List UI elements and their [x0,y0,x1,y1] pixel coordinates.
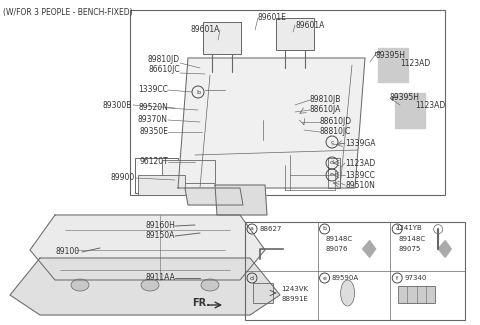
Bar [276,18,314,50]
Text: 89601A: 89601A [191,25,220,34]
Text: 89076: 89076 [325,246,348,252]
Text: 89160H: 89160H [145,220,175,229]
Text: c: c [330,139,334,145]
Polygon shape [185,188,243,205]
Text: 89150A: 89150A [145,230,175,240]
Ellipse shape [341,280,355,306]
Text: 97340: 97340 [404,275,427,281]
Text: c: c [396,227,399,231]
Bar [395,93,425,128]
Bar [162,160,215,183]
Text: 89601A: 89601A [295,20,324,30]
Text: FR.: FR. [192,298,210,308]
Bar [203,22,241,54]
Polygon shape [395,93,425,128]
Polygon shape [438,240,451,257]
Text: d: d [330,161,334,165]
Bar [138,175,185,195]
Text: 89810JD: 89810JD [148,56,180,64]
Text: 1123AD: 1123AD [345,159,375,167]
Text: 1123AD: 1123AD [415,101,445,111]
Text: 89350E: 89350E [139,127,168,136]
Text: b: b [323,227,326,231]
Text: 1123AD: 1123AD [400,58,430,68]
Text: 89395H: 89395H [375,50,405,59]
Ellipse shape [71,279,89,291]
Text: 89520N: 89520N [138,103,168,112]
Polygon shape [362,240,376,257]
Text: 89148C: 89148C [398,236,425,242]
Text: 89395H: 89395H [390,94,420,102]
Polygon shape [215,185,267,215]
Text: 89100: 89100 [56,248,80,256]
Text: 1339CC: 1339CC [138,85,168,95]
Text: 89900: 89900 [111,174,135,183]
Bar [378,48,408,82]
Polygon shape [10,258,280,315]
Text: a: a [250,227,254,231]
Ellipse shape [141,279,159,291]
Text: 86610JC: 86610JC [148,66,180,74]
Text: 89075: 89075 [398,246,420,252]
Text: 89590A: 89590A [332,275,359,281]
Text: 88610JA: 88610JA [310,106,341,114]
Bar [135,158,178,193]
Text: 8911AA: 8911AA [145,274,175,282]
Text: e: e [323,276,326,280]
Text: 88810JC: 88810JC [320,127,351,136]
Polygon shape [378,48,408,82]
Text: 96120T: 96120T [139,158,168,166]
Text: 1339CC: 1339CC [345,171,375,179]
Text: 88610JD: 88610JD [320,118,352,126]
Bar [130,10,445,195]
Text: 89810JB: 89810JB [310,96,341,105]
Polygon shape [30,215,265,280]
Text: 88991E: 88991E [281,296,308,302]
Bar [253,283,273,303]
Text: 89601E: 89601E [258,14,287,22]
Bar [245,222,465,320]
Text: 1339GA: 1339GA [345,138,375,148]
Text: 1243VK: 1243VK [281,286,308,292]
Polygon shape [178,58,365,188]
Text: (W/FOR 3 PEOPLE - BENCH-FIXED): (W/FOR 3 PEOPLE - BENCH-FIXED) [3,8,132,17]
Ellipse shape [201,279,219,291]
Text: b: b [196,89,200,95]
Text: f: f [396,276,398,280]
Text: 89510N: 89510N [345,180,375,189]
Text: 1241YB: 1241YB [395,225,422,231]
Text: 89300B: 89300B [103,100,132,110]
Bar [328,158,340,188]
Text: d: d [250,276,254,280]
Text: 89370N: 89370N [138,115,168,124]
Text: 89148C: 89148C [325,236,353,242]
Bar [398,286,435,303]
Text: e: e [330,173,334,177]
Text: 88627: 88627 [259,226,281,232]
